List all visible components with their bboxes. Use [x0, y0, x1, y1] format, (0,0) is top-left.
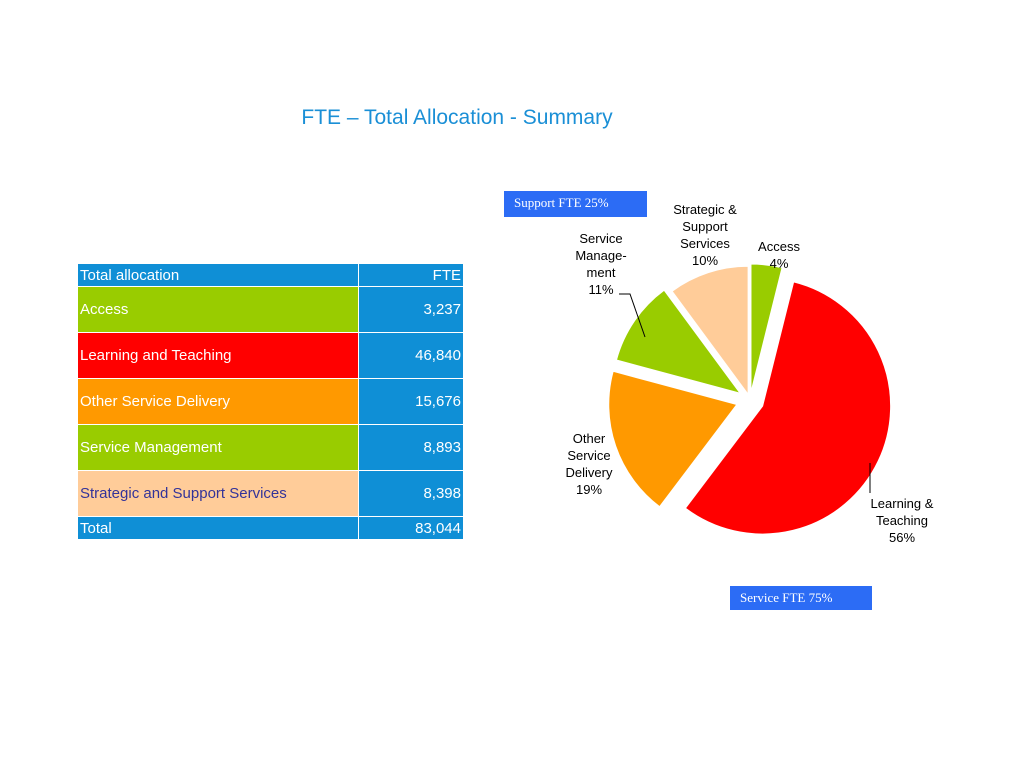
slice-label: Strategic & Support Services 10% — [673, 202, 737, 268]
slice-label: Other Service Delivery 19% — [566, 431, 613, 497]
row-value: 8,893 — [358, 424, 464, 471]
support-fte-box: Support FTE 25% — [504, 191, 647, 217]
pie-slice-learning-teaching — [684, 281, 892, 535]
row-label: Access — [77, 286, 359, 333]
total-label: Total — [77, 516, 359, 540]
service-fte-box: Service FTE 75% — [730, 586, 872, 610]
pie-slice-other-service-delivery — [608, 370, 738, 508]
table-row: Other Service Delivery 15,676 — [77, 378, 464, 425]
slice-label: Access 4% — [758, 239, 800, 271]
page-title: FTE – Total Allocation - Summary — [301, 106, 613, 129]
allocation-table: Total allocation FTE Access 3,237 Learni… — [77, 263, 464, 540]
row-value: 15,676 — [358, 378, 464, 425]
slice-label: Learning & Teaching 56% — [871, 496, 934, 545]
table-row: Service Management 8,893 — [77, 424, 464, 471]
leader-line — [619, 293, 646, 338]
header-fte: FTE — [358, 263, 464, 287]
table-total-row: Total 83,044 — [77, 516, 464, 540]
row-value: 46,840 — [358, 332, 464, 379]
total-value: 83,044 — [358, 516, 464, 540]
pie-slice-service-management — [615, 289, 742, 395]
row-value: 8,398 — [358, 470, 464, 517]
pie-slice-access — [750, 263, 783, 393]
table-row: Strategic and Support Services 8,398 — [77, 470, 464, 517]
row-label: Other Service Delivery — [77, 378, 359, 425]
pie-slice-strategic-support-services — [671, 265, 749, 396]
table-header-row: Total allocation FTE — [77, 263, 464, 287]
header-label: Total allocation — [77, 263, 359, 287]
table-row: Access 3,237 — [77, 286, 464, 333]
row-label: Strategic and Support Services — [77, 470, 359, 517]
slice-label: Service Manage-ment 11% — [575, 231, 626, 297]
row-value: 3,237 — [358, 286, 464, 333]
